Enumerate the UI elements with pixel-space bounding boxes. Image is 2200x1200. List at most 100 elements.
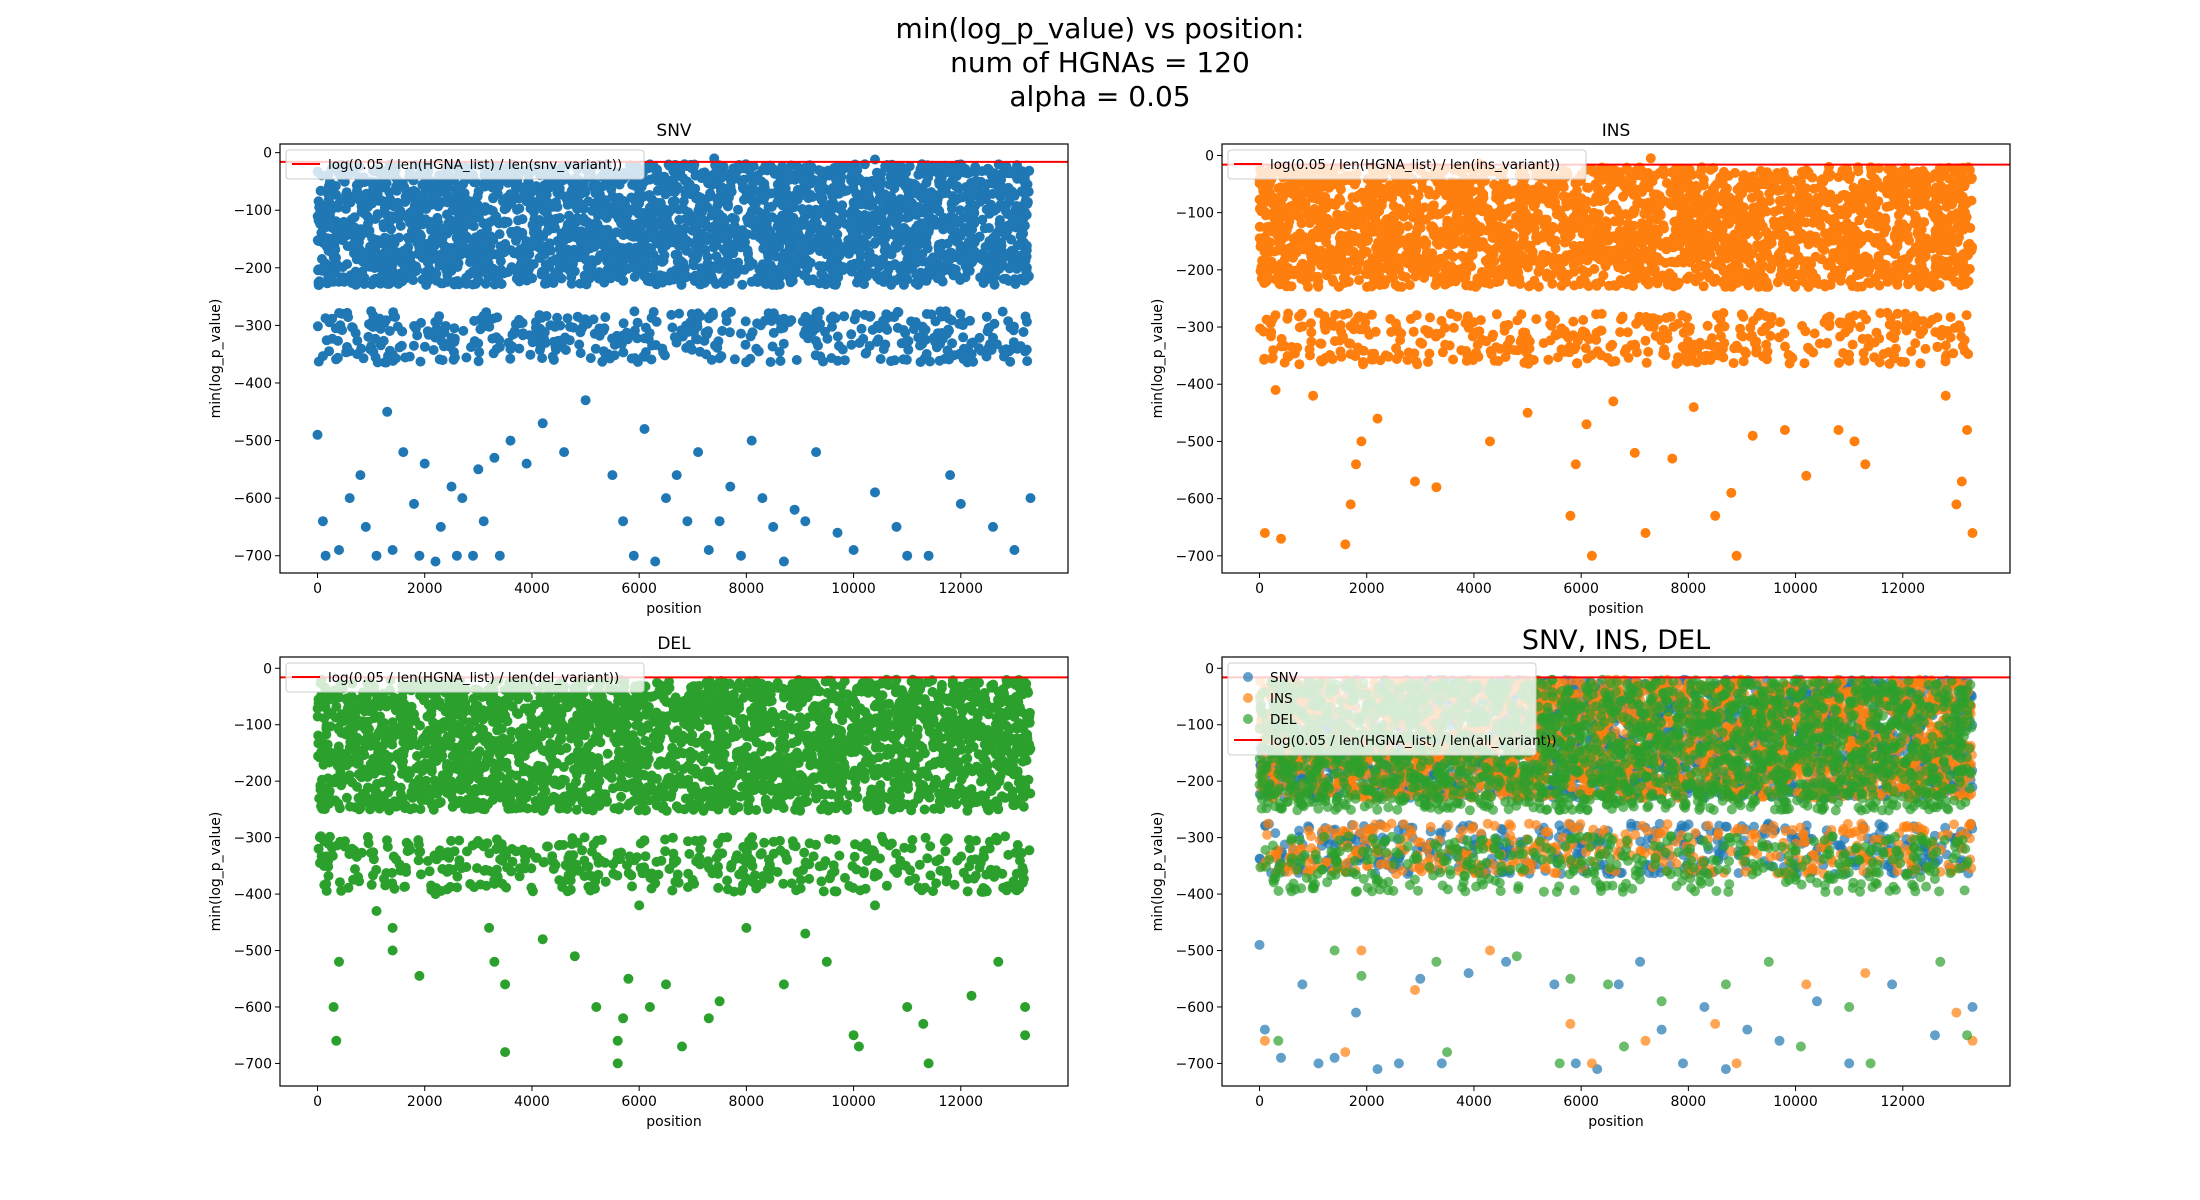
scatter-point <box>506 226 517 237</box>
scatter-point <box>494 229 505 240</box>
scatter-point <box>422 257 433 268</box>
scatter-point <box>818 228 829 239</box>
scatter-point <box>875 354 886 364</box>
outlier-point <box>446 481 457 492</box>
scatter-point <box>851 309 862 320</box>
scatter-point <box>722 236 733 247</box>
scatter-point <box>688 327 699 338</box>
scatter-point <box>996 237 1007 248</box>
y-tick-label: −400 <box>234 376 272 392</box>
scatter-point <box>585 353 596 364</box>
scatter-point <box>662 186 673 197</box>
outlier-point <box>628 550 639 561</box>
scatter-point <box>685 216 695 227</box>
scatter-point <box>669 225 680 235</box>
scatter-point <box>328 276 339 287</box>
scatter-point <box>1004 263 1015 274</box>
scatter-point <box>765 269 776 280</box>
outlier-point <box>489 452 500 463</box>
scatter-point <box>806 240 817 251</box>
scatter-point <box>1002 209 1013 220</box>
y-tick-label: −200 <box>234 261 272 277</box>
scatter-point <box>1424 348 1435 359</box>
scatter-point <box>1900 357 1910 368</box>
scatter-point <box>473 275 484 286</box>
scatter-point <box>509 326 520 336</box>
scatter-point <box>810 350 821 361</box>
outlier-point <box>945 470 956 481</box>
scatter-point <box>666 204 677 215</box>
scatter-point <box>722 201 733 212</box>
scatter-point <box>699 277 710 288</box>
scatter-point <box>661 213 672 224</box>
scatter-point <box>832 229 843 240</box>
scatter-point <box>345 197 356 208</box>
scatter-point <box>1022 356 1033 367</box>
scatter-point <box>517 227 528 238</box>
scatter-point <box>966 255 977 266</box>
scatter-point <box>426 225 437 236</box>
scatter-point <box>875 193 886 204</box>
scatter-point <box>594 252 605 263</box>
scatter-point <box>934 176 944 187</box>
scatter-point <box>423 275 434 286</box>
scatter-point <box>1020 346 1030 357</box>
scatter-point <box>921 238 932 249</box>
scatter-point <box>787 271 798 282</box>
outlier-point <box>559 447 570 458</box>
y-tick-label: −600 <box>234 491 272 507</box>
scatter-point <box>1824 321 1835 331</box>
scatter-point <box>410 323 421 334</box>
scatter-point <box>431 214 442 225</box>
scatter-point <box>368 321 379 332</box>
scatter-point <box>928 252 939 263</box>
scatter-point <box>834 166 845 176</box>
scatter-point <box>473 186 484 197</box>
scatter-point <box>695 311 706 322</box>
scatter-point <box>461 272 472 283</box>
suptitle-line-3: alpha = 0.05 <box>1009 80 1190 113</box>
scatter-point <box>801 180 812 191</box>
outlier-point <box>725 481 736 492</box>
scatter-point <box>995 191 1006 202</box>
scatter-point <box>1388 200 1399 211</box>
scatter-point <box>700 327 711 338</box>
scatter-point <box>893 307 904 318</box>
scatter-point <box>981 311 992 322</box>
scatter-point <box>939 353 950 364</box>
scatter-point <box>721 271 732 282</box>
scatter-point <box>1718 352 1729 363</box>
scatter-point <box>1019 174 1030 185</box>
scatter-point <box>811 317 821 328</box>
scatter-point <box>1719 321 1730 332</box>
scatter-point <box>998 345 1009 356</box>
scatter-point <box>378 219 389 230</box>
scatter-point <box>931 342 942 353</box>
scatter-point <box>330 181 341 191</box>
scatter-point <box>675 166 686 177</box>
scatter-point <box>860 348 871 359</box>
scatter-point <box>438 341 449 352</box>
scatter-point <box>400 197 410 207</box>
scatter-point <box>312 321 323 332</box>
scatter-point <box>387 264 398 275</box>
scatter-point <box>980 241 991 252</box>
scatter-point <box>325 190 336 201</box>
scatter-point <box>488 192 499 203</box>
scatter-point <box>674 308 685 319</box>
scatter-point <box>347 322 358 333</box>
scatter-point <box>955 309 966 319</box>
scatter-point <box>691 253 702 264</box>
scatter-point <box>357 247 368 258</box>
scatter-point <box>446 332 457 343</box>
scatter-point <box>542 259 553 270</box>
scatter-point <box>352 335 363 346</box>
scatter-point <box>610 196 621 207</box>
scatter-point <box>919 186 930 197</box>
scatter-point <box>499 218 510 229</box>
scatter-point <box>644 202 655 213</box>
scatter-point <box>725 306 736 317</box>
scatter-point <box>924 211 935 222</box>
outlier-point <box>870 487 880 498</box>
scatter-point <box>820 326 830 337</box>
